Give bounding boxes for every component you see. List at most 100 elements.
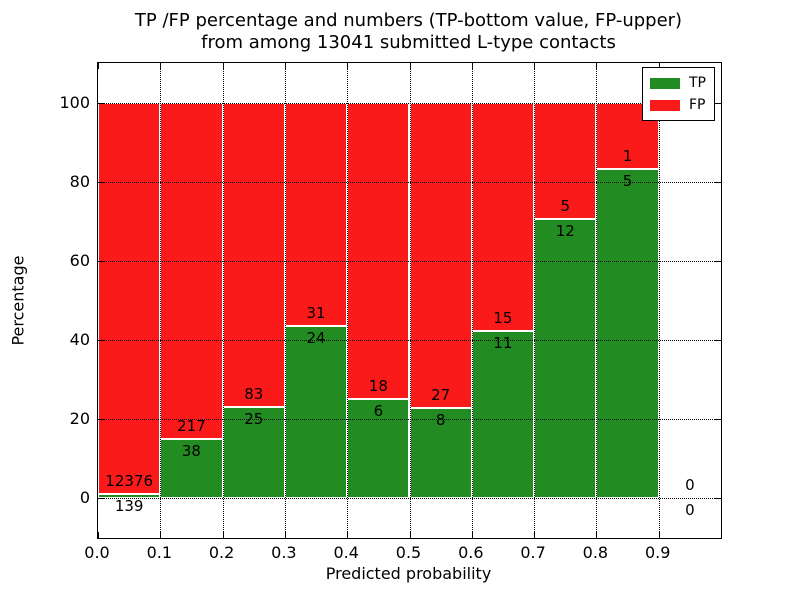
x-tick-mark [534, 532, 536, 538]
y-tick-label: 100 [59, 92, 90, 112]
x-tick-label: 0.2 [208, 543, 235, 562]
y-tick-label: 20 [69, 409, 90, 429]
fp-bar-segment [471, 102, 535, 331]
fp-count-label: 18 [368, 377, 388, 396]
x-tick-mark [534, 63, 536, 69]
fp-count-label: 27 [431, 385, 451, 404]
y-tick-label: 60 [69, 250, 90, 270]
y-tick-mark [715, 260, 721, 262]
y-tick-mark [98, 498, 104, 500]
y-tick-label: 80 [69, 171, 90, 191]
fp-bar-segment [347, 102, 410, 400]
x-tick-label: 0.1 [146, 543, 173, 562]
plot-area: 12376 139 217 38 83 25 31 24 18 6 27 8 15 11 5 12 1 5 0 0 T… [97, 62, 722, 539]
fp-bar-segment [98, 102, 161, 494]
vertical-gridline [284, 63, 286, 538]
tp-count-label: 0 [685, 501, 695, 520]
y-tick-label: 0 [79, 488, 90, 508]
tp-count-label: 5 [622, 171, 633, 190]
x-tick-mark [596, 63, 598, 69]
fp-bar-segment [409, 102, 472, 408]
legend-row-tp: TP [650, 72, 706, 94]
y-tick-mark [715, 102, 721, 104]
y-tick-mark [98, 419, 104, 421]
y-tick-mark [715, 181, 721, 183]
fp-bar-segment [534, 102, 597, 219]
vertical-gridline [160, 63, 162, 538]
x-tick-label: 0.9 [644, 543, 671, 562]
fp-legend-swatch [650, 99, 680, 111]
fp-bar-segment [284, 102, 348, 326]
tp-bar-segment [596, 168, 659, 499]
fp-count-label: 5 [560, 197, 571, 215]
tp-count-label: 6 [373, 402, 384, 421]
x-tick-mark [160, 63, 162, 69]
x-tick-mark [98, 532, 99, 538]
x-tick-mark [471, 63, 473, 69]
tp-bar-segment [222, 406, 285, 499]
tp-count-label: 12 [555, 222, 575, 240]
x-tick-mark [222, 532, 224, 538]
tp-count-label: 11 [493, 333, 513, 352]
tp-bar-segment [471, 330, 535, 499]
y-tick-mark [715, 340, 721, 342]
x-tick-label: 0.4 [333, 543, 359, 562]
x-tick-mark [222, 63, 224, 69]
x-tick-mark [347, 63, 349, 69]
x-tick-mark [658, 63, 660, 69]
fp-count-label: 31 [306, 303, 326, 322]
vertical-gridline [409, 63, 411, 538]
fp-count-label: 12376 [105, 472, 153, 491]
vertical-gridline [596, 63, 598, 538]
tp-legend-label: TP [689, 75, 706, 91]
y-tick-label: 40 [69, 330, 90, 350]
x-tick-mark [409, 63, 411, 69]
x-tick-mark [409, 532, 411, 538]
vertical-gridline [658, 63, 660, 538]
fp-legend-label: FP [689, 97, 706, 113]
tp-bar-segment [98, 494, 161, 499]
tp-count-label: 8 [435, 410, 446, 429]
x-axis-label: Predicted probability [325, 564, 492, 583]
vertical-gridline [534, 63, 536, 538]
x-tick-mark [596, 532, 598, 538]
y-tick-mark [98, 260, 104, 262]
y-axis-label: Percentage [8, 255, 28, 346]
tp-count-label: 24 [306, 328, 326, 347]
x-tick-label: 0.7 [520, 543, 546, 562]
x-tick-mark [284, 532, 286, 538]
tp-bar-segment [347, 399, 410, 499]
x-tick-label: 0.6 [458, 543, 484, 562]
tp-count-label: 25 [244, 409, 264, 428]
fp-bar-segment [160, 102, 223, 440]
vertical-gridline [347, 63, 349, 538]
vertical-gridline [222, 63, 224, 538]
x-tick-mark [347, 532, 349, 538]
chart-title-line1: TP /FP percentage and numbers (TP-bottom… [134, 10, 683, 31]
fp-count-label: 0 [685, 476, 695, 495]
tp-legend-swatch [650, 77, 680, 89]
y-tick-mark [715, 419, 721, 421]
x-tick-label: 0.0 [84, 543, 110, 562]
x-tick-label: 0.3 [271, 543, 297, 562]
x-tick-label: 0.5 [395, 543, 422, 562]
fp-count-label: 83 [244, 384, 264, 403]
x-tick-mark [658, 532, 660, 538]
fp-count-label: 15 [493, 308, 513, 327]
tp-count-label: 139 [114, 497, 144, 516]
fp-count-label: 1 [622, 146, 633, 165]
chart-title-line2: from among 13041 submitted L-type contac… [201, 32, 616, 53]
legend: TP FP [642, 67, 715, 121]
y-tick-mark [98, 102, 104, 104]
y-tick-mark [98, 340, 104, 342]
tp-bar-segment [284, 325, 348, 499]
x-tick-mark [98, 63, 99, 69]
x-tick-label: 0.8 [582, 543, 609, 562]
fp-count-label: 217 [177, 417, 206, 436]
x-tick-mark [471, 532, 473, 538]
y-tick-mark [98, 181, 104, 183]
vertical-gridline [471, 63, 473, 538]
legend-row-fp: FP [650, 94, 706, 116]
tp-count-label: 38 [181, 442, 201, 461]
